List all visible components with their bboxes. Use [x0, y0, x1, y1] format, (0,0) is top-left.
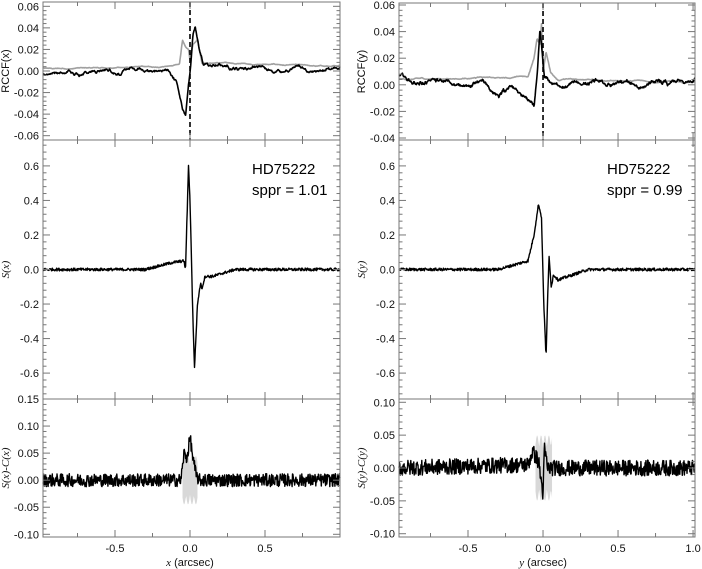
series-S	[42, 164, 341, 369]
uncertainty-band	[182, 455, 198, 505]
y-tick-label: 0.00	[18, 475, 39, 487]
x-axis-label-unit: (arcsec)	[171, 557, 214, 569]
y-tick-label: -0.4	[20, 334, 39, 346]
series-black	[42, 26, 341, 116]
panel-s-y: 0.6 0.4 0.2 0.0 -0.2 -0.4 -0.6 S(y) HD75222 sppr …	[356, 139, 696, 400]
x-tick-label: 1.0	[685, 543, 700, 555]
series-S	[398, 204, 696, 353]
axes-frame	[398, 2, 696, 141]
y-tick-label: 0.0	[24, 265, 39, 277]
y-tick-label: 0.00	[374, 80, 395, 92]
x-tick-label: 0.0	[182, 543, 197, 555]
star-name-label: HD75222	[607, 161, 670, 178]
y-tick-label: 0.2	[24, 230, 39, 242]
y-tick-label: 0.10	[374, 397, 395, 409]
x-axis-label-var: y	[518, 557, 524, 569]
x-tick-label: -0.5	[459, 543, 478, 555]
y-axis-label: RCCF(y)	[356, 50, 368, 93]
y-tick-label: -0.6	[376, 368, 395, 380]
x-tick-label: 0.5	[610, 543, 625, 555]
y-tick-label: 0.05	[374, 430, 395, 442]
series-residual	[42, 435, 341, 488]
series-black	[398, 30, 696, 107]
series-residual	[398, 442, 696, 500]
y-tick-label: -0.05	[370, 496, 395, 508]
panel-rccf-y: 0.06 0.04 0.02 0.00 -0.02 -0.04 RCCF(y)	[356, 0, 696, 145]
y-tick-label: 0.00	[18, 66, 39, 78]
y-tick-label: 0.05	[18, 448, 39, 460]
y-axis-label: S(x)-C(x)	[0, 447, 12, 488]
y-tick-label: -0.2	[376, 299, 395, 311]
series-gray	[398, 22, 696, 84]
y-tick-label: 0.04	[374, 27, 395, 39]
y-tick-label: 0.6	[24, 161, 39, 173]
y-tick-label: 0.06	[374, 0, 395, 12]
y-axis-label: RCCF(x)	[0, 49, 12, 92]
y-axis-label: S(x)	[0, 260, 12, 278]
x-tick-label: -0.5	[106, 543, 125, 555]
y-tick-label: 0.10	[18, 421, 39, 433]
y-tick-label: 0.0	[380, 265, 395, 277]
y-tick-label: -0.10	[14, 529, 39, 541]
x-axis-label: y (arcsec)	[518, 557, 567, 569]
y-axis-label: S(y)	[356, 260, 368, 278]
panel-s-x: 0.6 0.4 0.2 0.0 -0.2 -0.4 -0.6 S(x) HD75222 sppr …	[0, 139, 341, 400]
y-tick-label: -0.02	[370, 106, 395, 118]
x-tick-label: 0.0	[535, 543, 550, 555]
y-tick-label: -0.10	[370, 529, 395, 541]
x-axis-label: x (arcsec)	[165, 557, 214, 569]
sppr-label: sppr = 0.99	[607, 182, 682, 199]
y-tick-label: -0.2	[20, 299, 39, 311]
y-tick-label: 0.04	[18, 23, 39, 35]
y-tick-label: 0.4	[24, 195, 39, 207]
y-tick-label: -0.02	[14, 88, 39, 100]
y-tick-label: 0.00	[374, 463, 395, 475]
y-tick-label: -0.6	[20, 368, 39, 380]
x-axis-label-var: x	[165, 557, 171, 569]
y-tick-label: -0.4	[376, 334, 395, 346]
y-tick-label: 0.02	[18, 44, 39, 56]
y-tick-label: 0.15	[18, 394, 39, 406]
y-tick-label: -0.05	[14, 502, 39, 514]
sppr-label: sppr = 1.01	[252, 182, 327, 199]
y-tick-label: -0.06	[14, 131, 39, 143]
panel-resid-x: 0.15 0.10 0.05 0.00 -0.05 -0.10 -0.5 0.0 0.5 x (a…	[0, 394, 341, 569]
axes-frame	[42, 398, 341, 538]
y-tick-label: -0.04	[14, 109, 39, 121]
axes-frame	[42, 1, 341, 141]
panel-resid-y: 0.10 0.05 0.00 -0.05 -0.10 -0.5 0.0 0.5 1.0 y (ar…	[356, 397, 701, 569]
y-tick-label: 0.6	[380, 161, 395, 173]
y-axis-label: S(y)-C(y)	[356, 447, 368, 488]
y-tick-label: 0.06	[18, 1, 39, 13]
x-axis-label-unit: (arcsec)	[524, 557, 567, 569]
y-tick-label: 0.2	[380, 230, 395, 242]
panel-rccf-x: 0.06 0.04 0.02 0.00 -0.02 -0.04 -0.06 RCCF(x)	[0, 1, 341, 143]
y-tick-label: 0.4	[380, 195, 395, 207]
y-tick-label: 0.02	[374, 53, 395, 65]
x-tick-label: 0.5	[257, 543, 272, 555]
y-tick-label: -0.04	[370, 133, 395, 145]
star-name-label: HD75222	[252, 161, 315, 178]
